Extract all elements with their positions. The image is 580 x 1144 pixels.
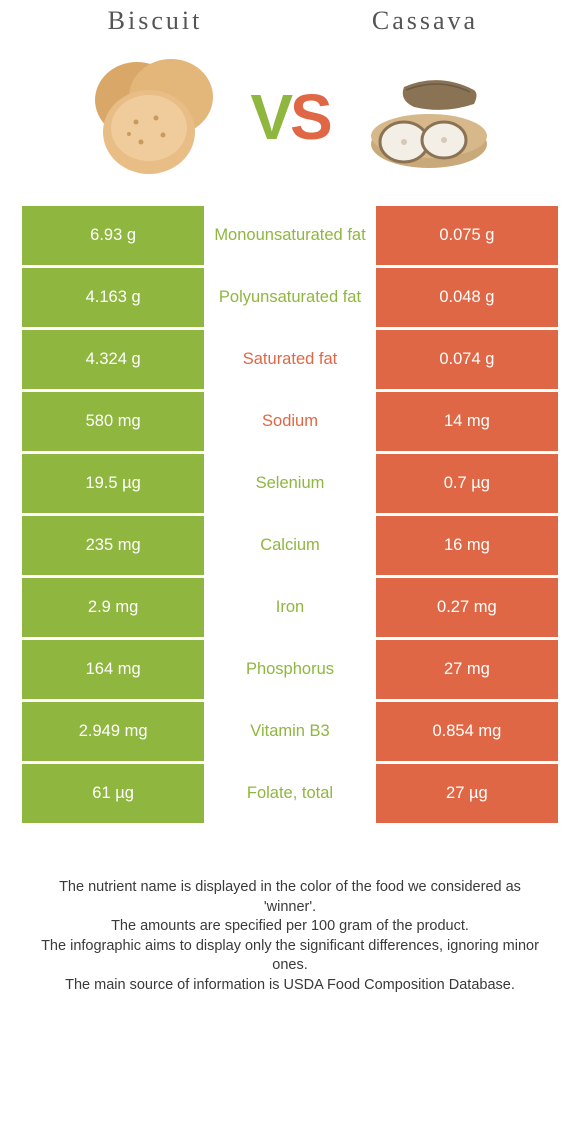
nutrient-label: Monounsaturated fat bbox=[204, 206, 376, 265]
footer-line: The nutrient name is displayed in the co… bbox=[34, 878, 546, 917]
right-value: 0.074 g bbox=[376, 330, 558, 389]
footer-notes: The nutrient name is displayed in the co… bbox=[0, 826, 580, 1015]
left-value: 235 mg bbox=[22, 516, 204, 575]
biscuit-image bbox=[71, 52, 236, 182]
vs-row: V S bbox=[0, 36, 580, 206]
nutrient-label: Polyunsaturated fat bbox=[204, 268, 376, 327]
right-value: 0.075 g bbox=[376, 206, 558, 265]
vs-v: V bbox=[250, 80, 290, 154]
right-value: 0.854 mg bbox=[376, 702, 558, 761]
table-row: 235 mgCalcium16 mg bbox=[22, 516, 558, 578]
footer-line: The infographic aims to display only the… bbox=[34, 937, 546, 976]
nutrient-label: Phosphorus bbox=[204, 640, 376, 699]
left-food-title: Biscuit bbox=[34, 6, 277, 36]
left-value: 2.949 mg bbox=[22, 702, 204, 761]
nutrient-label: Calcium bbox=[204, 516, 376, 575]
footer-line: The main source of information is USDA F… bbox=[34, 976, 546, 996]
nutrient-label: Folate, total bbox=[204, 764, 376, 823]
table-row: 164 mgPhosphorus27 mg bbox=[22, 640, 558, 702]
table-row: 4.324 gSaturated fat0.074 g bbox=[22, 330, 558, 392]
table-row: 2.9 mgIron0.27 mg bbox=[22, 578, 558, 640]
nutrient-label: Iron bbox=[204, 578, 376, 637]
left-value: 164 mg bbox=[22, 640, 204, 699]
vs-label: V S bbox=[250, 80, 329, 154]
left-value: 4.163 g bbox=[22, 268, 204, 327]
nutrient-label: Saturated fat bbox=[204, 330, 376, 389]
nutrient-label: Vitamin B3 bbox=[204, 702, 376, 761]
nutrition-table: 6.93 gMonounsaturated fat0.075 g4.163 gP… bbox=[0, 206, 580, 826]
cassava-image bbox=[344, 52, 509, 182]
right-food-title: Cassava bbox=[304, 6, 547, 36]
table-row: 61 µgFolate, total27 µg bbox=[22, 764, 558, 826]
right-value: 27 mg bbox=[376, 640, 558, 699]
right-value: 14 mg bbox=[376, 392, 558, 451]
table-row: 580 mgSodium14 mg bbox=[22, 392, 558, 454]
footer-line: The amounts are specified per 100 gram o… bbox=[34, 917, 546, 937]
nutrient-label: Sodium bbox=[204, 392, 376, 451]
left-value: 19.5 µg bbox=[22, 454, 204, 513]
table-row: 19.5 µgSelenium0.7 µg bbox=[22, 454, 558, 516]
left-value: 4.324 g bbox=[22, 330, 204, 389]
nutrient-label: Selenium bbox=[204, 454, 376, 513]
table-row: 2.949 mgVitamin B30.854 mg bbox=[22, 702, 558, 764]
left-value: 580 mg bbox=[22, 392, 204, 451]
right-value: 16 mg bbox=[376, 516, 558, 575]
right-value: 0.27 mg bbox=[376, 578, 558, 637]
table-row: 4.163 gPolyunsaturated fat0.048 g bbox=[22, 268, 558, 330]
left-value: 61 µg bbox=[22, 764, 204, 823]
vs-s: S bbox=[290, 80, 330, 154]
right-value: 0.7 µg bbox=[376, 454, 558, 513]
right-value: 27 µg bbox=[376, 764, 558, 823]
header-row: Biscuit Cassava bbox=[0, 0, 580, 36]
right-value: 0.048 g bbox=[376, 268, 558, 327]
left-value: 6.93 g bbox=[22, 206, 204, 265]
table-row: 6.93 gMonounsaturated fat0.075 g bbox=[22, 206, 558, 268]
left-value: 2.9 mg bbox=[22, 578, 204, 637]
